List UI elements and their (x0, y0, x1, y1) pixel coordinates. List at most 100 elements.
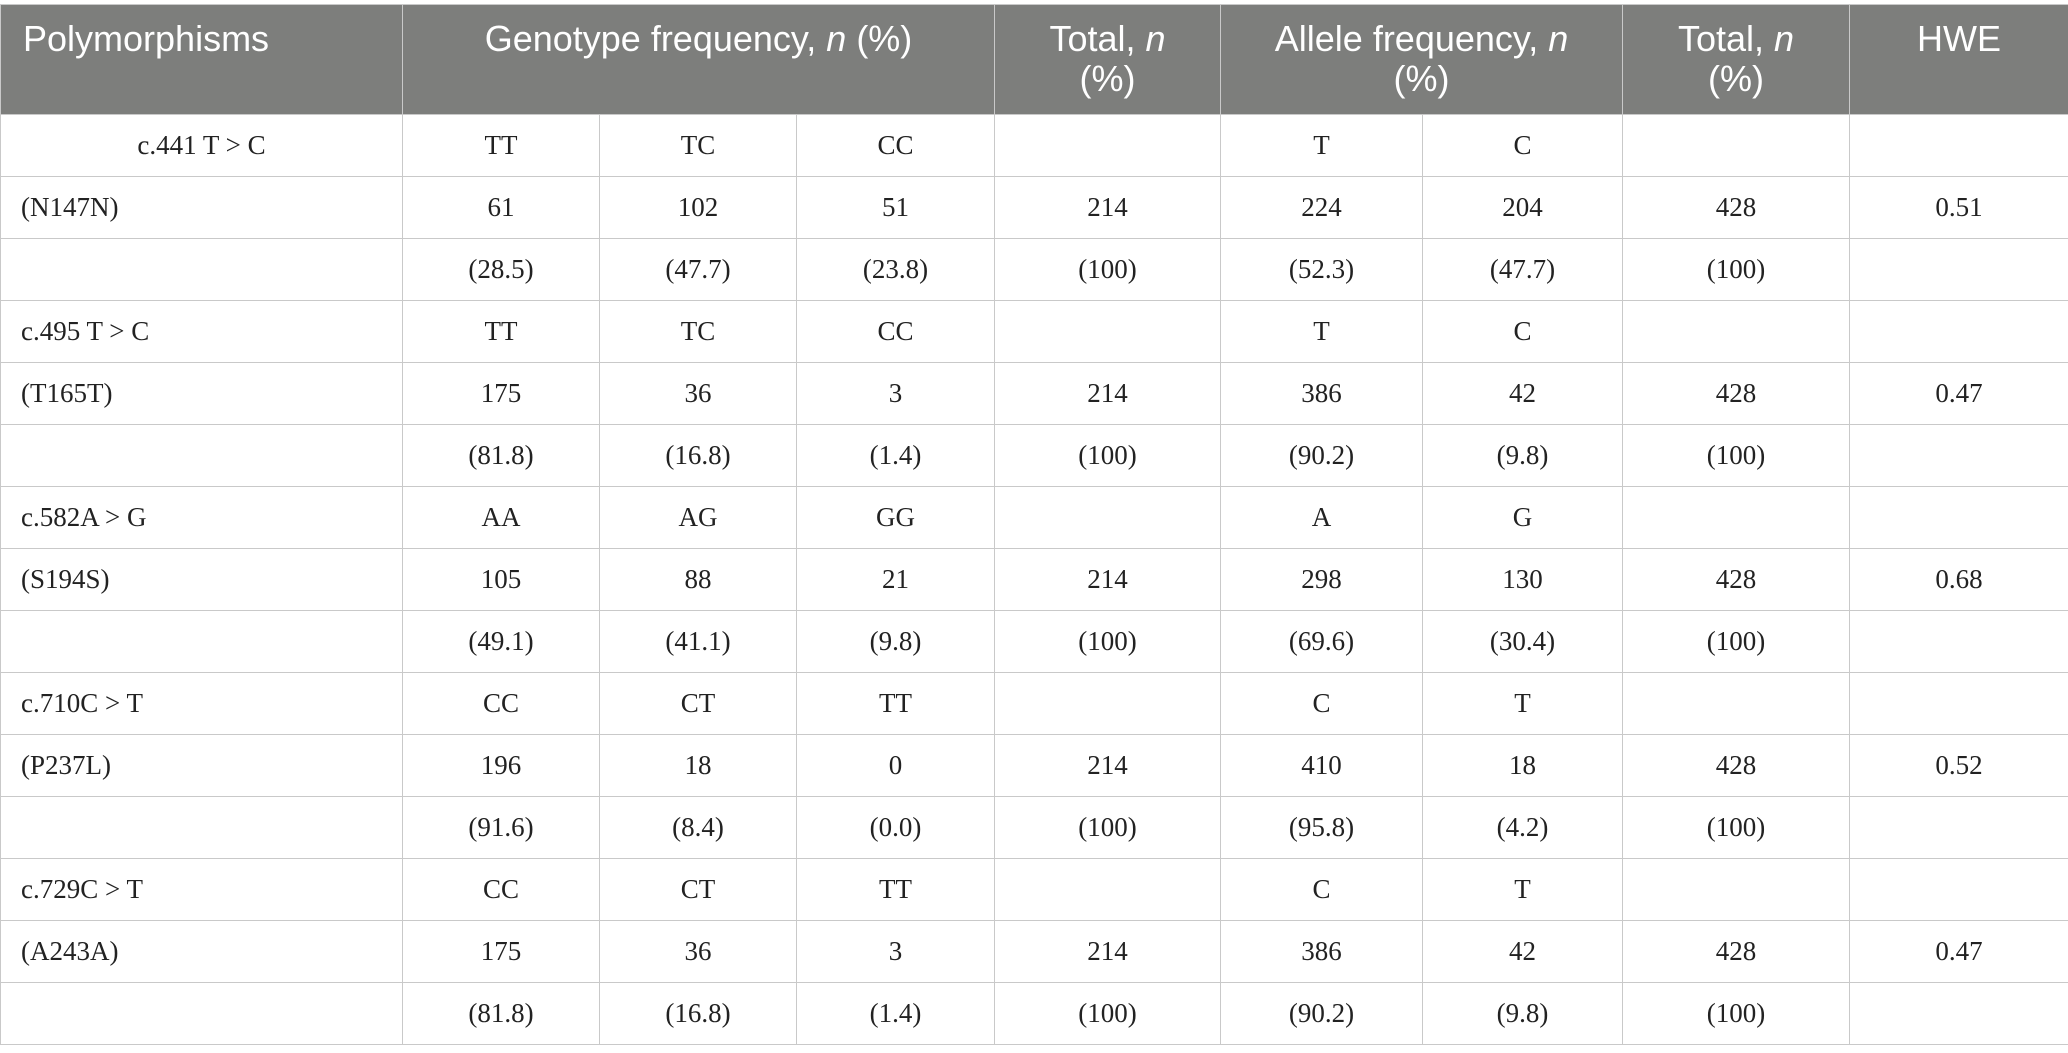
genotype-1-cell: (81.8) (402, 982, 600, 1045)
hwe-cell (1849, 238, 2068, 301)
header-polymorphisms: Polymorphisms (0, 4, 403, 115)
hwe-cell: 0.47 (1849, 362, 2068, 425)
allele-total-cell: (100) (1622, 982, 1851, 1045)
genotype-1-cell: 175 (402, 362, 600, 425)
table-row: c.582A > G AA AG GG A G (0, 486, 2068, 549)
allele-2-cell: C (1422, 114, 1624, 177)
genotype-2-cell: CT (599, 858, 797, 921)
allele-total-cell: (100) (1622, 610, 1851, 673)
allele-2-cell: (4.2) (1422, 796, 1624, 859)
genotype-1-cell: 105 (402, 548, 600, 611)
genotype-2-cell: (41.1) (599, 610, 797, 673)
genotype-1-cell: CC (402, 672, 600, 735)
genotype-3-cell: CC (795, 300, 996, 363)
polymorphism-cell (0, 424, 403, 487)
genotype-3-cell: (9.8) (795, 610, 996, 673)
allele-2-cell: 18 (1422, 734, 1624, 797)
genotype-2-cell: (16.8) (599, 424, 797, 487)
genotype-3-cell: 21 (795, 548, 996, 611)
header-total-genotype: Total, n (%) (994, 4, 1222, 115)
genotype-2-cell: AG (599, 486, 797, 549)
genotype-2-cell: TC (599, 300, 797, 363)
allele-total-cell: (100) (1622, 238, 1851, 301)
polymorphism-cell: c.710C > T (0, 672, 403, 735)
genotype-total-cell (994, 858, 1222, 921)
genotype-2-cell: 88 (599, 548, 797, 611)
polymorphism-cell: c.729C > T (0, 858, 403, 921)
genotype-1-cell: (81.8) (402, 424, 600, 487)
header-genotype-frequency-n: n (826, 18, 847, 59)
genotype-3-cell: (0.0) (795, 796, 996, 859)
header-total-allele-pct: (%) (1708, 58, 1765, 99)
polymorphism-cell: c.582A > G (0, 486, 403, 549)
hwe-cell: 0.47 (1849, 920, 2068, 983)
genotype-1-cell: TT (402, 300, 600, 363)
genotype-2-cell: 36 (599, 920, 797, 983)
genotype-total-cell: (100) (994, 796, 1222, 859)
genotype-1-cell: 61 (402, 176, 600, 239)
hwe-cell (1849, 424, 2068, 487)
genotype-total-cell: 214 (994, 176, 1222, 239)
genotype-2-cell: 18 (599, 734, 797, 797)
genotype-1-cell: 196 (402, 734, 600, 797)
header-total-allele: Total, n (%) (1622, 4, 1851, 115)
genotype-total-cell: (100) (994, 424, 1222, 487)
allele-2-cell: (30.4) (1422, 610, 1624, 673)
allele-2-cell: T (1422, 672, 1624, 735)
hwe-cell: 0.51 (1849, 176, 2068, 239)
genotype-allele-table: Polymorphisms Genotype frequency, n (%) … (0, 4, 2068, 1045)
table-row: (28.5) (47.7) (23.8) (100) (52.3) (47.7) (100) (0, 238, 2068, 301)
genotype-total-cell (994, 300, 1222, 363)
header-total-genotype-pct: (%) (1079, 58, 1136, 99)
genotype-3-cell: (23.8) (795, 238, 996, 301)
allele-2-cell: 204 (1422, 176, 1624, 239)
header-total-genotype-text: Total, (1049, 18, 1136, 59)
polymorphism-cell: (S194S) (0, 548, 403, 611)
table-body: c.441 T > C TT TC CC T C (N147N) 61 102 51 214 224 2… (0, 114, 2068, 1045)
polymorphism-cell: (N147N) (0, 176, 403, 239)
genotype-1-cell: (91.6) (402, 796, 600, 859)
table-row: c.729C > T CC CT TT C T (0, 858, 2068, 921)
genotype-1-cell: (28.5) (402, 238, 600, 301)
genotype-2-cell: CT (599, 672, 797, 735)
table-row: c.710C > T CC CT TT C T (0, 672, 2068, 735)
header-total-allele-text: Total, (1677, 18, 1765, 59)
header-total-allele-n: n (1774, 18, 1795, 59)
polymorphism-cell: (P237L) (0, 734, 403, 797)
allele-1-cell: 386 (1220, 920, 1424, 983)
allele-2-cell: G (1422, 486, 1624, 549)
allele-1-cell: (90.2) (1220, 424, 1424, 487)
allele-total-cell: 428 (1622, 362, 1851, 425)
genotype-total-cell: (100) (994, 238, 1222, 301)
allele-1-cell: T (1220, 114, 1424, 177)
allele-2-cell: 130 (1422, 548, 1624, 611)
hwe-cell (1849, 114, 2068, 177)
allele-2-cell: (9.8) (1422, 424, 1624, 487)
polymorphism-cell (0, 982, 403, 1045)
genotype-2-cell: 102 (599, 176, 797, 239)
genotype-total-cell: (100) (994, 610, 1222, 673)
header-allele-frequency-text: Allele frequency, (1274, 18, 1539, 59)
genotype-total-cell (994, 114, 1222, 177)
allele-1-cell: 224 (1220, 176, 1424, 239)
genotype-2-cell: (8.4) (599, 796, 797, 859)
allele-total-cell (1622, 114, 1851, 177)
allele-2-cell: (9.8) (1422, 982, 1624, 1045)
genotype-3-cell: 3 (795, 920, 996, 983)
allele-total-cell: 428 (1622, 176, 1851, 239)
genotype-3-cell: TT (795, 672, 996, 735)
polymorphism-cell (0, 238, 403, 301)
allele-1-cell: (90.2) (1220, 982, 1424, 1045)
table-row: (P237L) 196 18 0 214 410 18 428 0.52 (0, 734, 2068, 797)
genotype-1-cell: AA (402, 486, 600, 549)
polymorphism-cell (0, 796, 403, 859)
header-genotype-frequency-text: Genotype frequency, (484, 18, 817, 59)
allele-1-cell: 298 (1220, 548, 1424, 611)
polymorphism-cell (0, 610, 403, 673)
table-row: (S194S) 105 88 21 214 298 130 428 0.68 (0, 548, 2068, 611)
allele-2-cell: C (1422, 300, 1624, 363)
allele-total-cell: 428 (1622, 548, 1851, 611)
allele-2-cell: 42 (1422, 362, 1624, 425)
header-total-genotype-n: n (1145, 18, 1166, 59)
header-hwe: HWE (1849, 4, 2068, 115)
